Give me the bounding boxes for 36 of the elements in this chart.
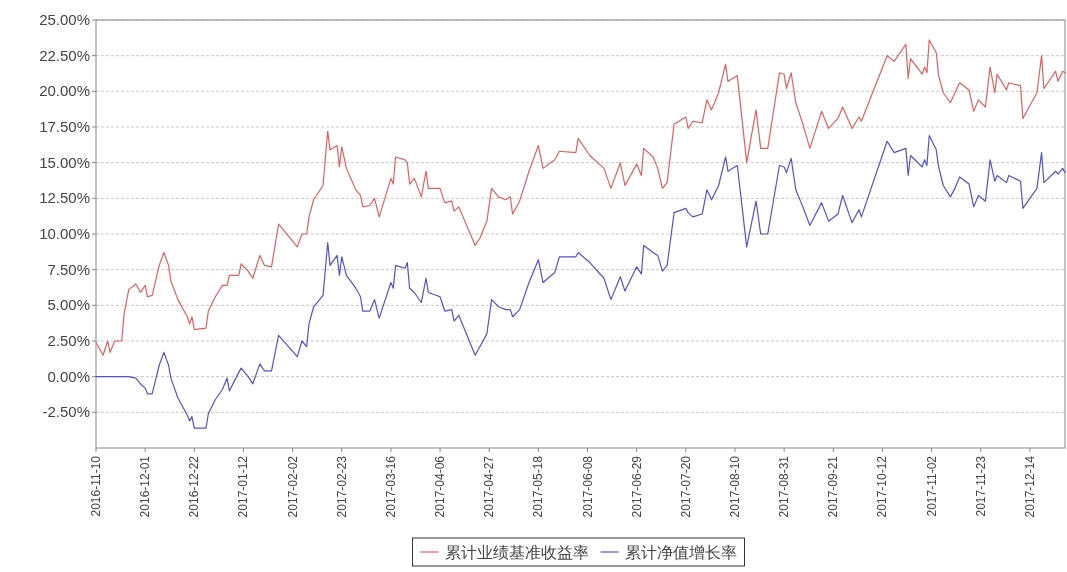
x-tick-label: 2017-12-14 bbox=[1022, 455, 1037, 518]
line-series bbox=[95, 134, 1066, 429]
x-tick-label: 2017-07-20 bbox=[678, 455, 693, 518]
y-tick-label: 20.00% bbox=[39, 82, 90, 100]
legend-label: 累计净值增长率 bbox=[624, 544, 737, 561]
x-tick-label: 2017-10-12 bbox=[875, 455, 890, 518]
y-tick-label: 10.00% bbox=[39, 225, 90, 242]
y-tick-label: 5.00% bbox=[47, 296, 90, 314]
y-tick-label: 17.50% bbox=[39, 118, 90, 135]
x-tick-label: 2017-04-27 bbox=[482, 455, 497, 518]
x-tick-label: 2017-11-02 bbox=[924, 455, 939, 517]
y-tick-label: 12.50% bbox=[39, 189, 90, 207]
x-tick-label: 2017-04-06 bbox=[433, 455, 448, 518]
y-tick-label: 15.00% bbox=[39, 153, 90, 171]
x-tick-label: 2017-02-02 bbox=[285, 455, 300, 518]
x-tick-label: 2017-11-23 bbox=[973, 455, 988, 517]
x-tick-label: 2016-11-10 bbox=[89, 455, 103, 517]
x-tick-label: 2017-06-08 bbox=[580, 455, 595, 518]
y-tick-label: 7.50% bbox=[47, 260, 90, 278]
x-tick-label: 2017-06-29 bbox=[629, 455, 644, 518]
x-tick-label: 2017-03-16 bbox=[383, 455, 398, 518]
y-tick-label: 22.50% bbox=[39, 46, 90, 64]
x-tick-label: 2017-08-31 bbox=[777, 455, 792, 518]
x-tick-label: 2016-12-01 bbox=[138, 455, 153, 518]
x-tick-label: 2017-08-10 bbox=[727, 455, 742, 518]
y-tick-label: 25.00% bbox=[39, 11, 90, 28]
x-tick-label: 2017-09-21 bbox=[826, 455, 841, 518]
y-tick-label: 2.50% bbox=[47, 332, 90, 349]
y-tick-label: 0.00% bbox=[47, 367, 90, 385]
line-series bbox=[95, 39, 1066, 356]
y-tick-label: -2.50% bbox=[42, 403, 90, 421]
x-tick-label: 2017-01-12 bbox=[236, 455, 251, 518]
x-tick-label: 2016-12-22 bbox=[187, 455, 202, 518]
x-tick-label: 2017-05-18 bbox=[531, 455, 546, 518]
x-tick-label: 2017-02-23 bbox=[334, 455, 349, 518]
legend-label: 累计业绩基准收益率 bbox=[444, 544, 589, 561]
